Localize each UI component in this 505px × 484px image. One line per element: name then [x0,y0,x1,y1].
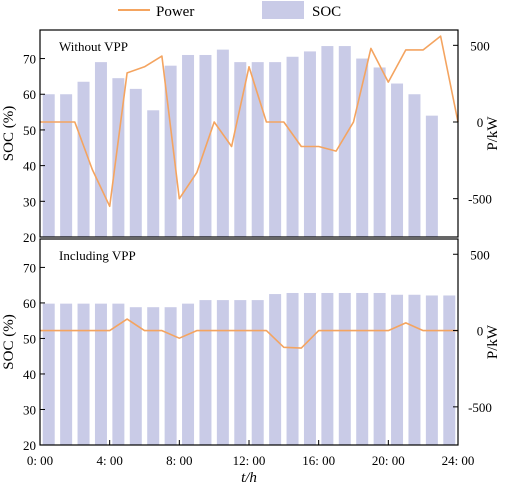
panel-without-vpp: 20 30 40 50 60 70 -500 0 500 SOC (%) P/kW Without V… [1,29,501,245]
soc-bar [391,83,404,237]
x-tick-label: 8: 00 [166,453,192,468]
soc-bar [60,94,73,237]
soc-axis-label: SOC (%) [1,106,17,161]
soc-bar [391,294,404,445]
power-tick-label: 0 [477,324,484,339]
panel-including-vpp: 20 30 40 50 60 70 -500 0 500 SOC (%) P/kW Including… [1,238,501,453]
soc-bar [286,292,299,445]
x-tick-label: 16: 00 [302,453,335,468]
soc-bar [164,307,177,445]
soc-bar [42,303,55,445]
soc-bar [234,62,247,237]
soc-bar [425,295,438,445]
soc-bar [303,292,316,445]
shared-x-axis: 0: 00 4: 00 8: 00 12: 00 16: 00 20: 00 24: 00 t… [27,440,475,484]
soc-tick-label: 50 [23,123,36,138]
legend-soc-label: SOC [312,4,341,20]
soc-bar [408,94,421,237]
legend-power-label: Power [156,4,194,20]
soc-bar [147,307,160,445]
soc-bar [77,303,90,445]
soc-tick-label: 40 [23,159,36,174]
panel-title: Including VPP [59,248,136,263]
power-tick-label: 500 [470,38,490,53]
power-axis-label: P/kW [485,324,501,359]
power-tick-label: 500 [470,247,490,262]
power-tick-label: -500 [468,400,492,415]
soc-bar [373,67,386,237]
legend-soc-swatch [262,1,304,19]
power-line [40,318,458,349]
soc-bar [443,295,456,445]
soc-bar [356,58,369,237]
soc-tick-label: 60 [23,296,36,311]
soc-bar [147,110,160,237]
soc-axis-label: SOC (%) [1,314,17,369]
soc-bar [321,292,334,445]
soc-tick-label: 20 [23,230,36,245]
soc-bar [129,88,142,237]
soc-tick-label: 70 [23,52,36,67]
soc-bar [77,81,90,237]
power-line [40,35,459,208]
soc-bar [251,300,264,445]
soc-tick-label: 60 [23,87,36,102]
soc-bar [94,62,107,237]
soc-bar [216,49,229,238]
soc-bar [338,292,351,445]
x-tick-label: 0: 00 [27,453,53,468]
soc-tick-label: 50 [23,331,36,346]
x-tick-label: 12: 00 [233,453,266,468]
soc-bar [425,115,438,237]
power-tick-label: -500 [468,192,492,207]
soc-tick-label: 30 [23,194,36,209]
soc-bar [269,294,282,445]
soc-bar [112,303,125,445]
soc-bar [286,56,299,237]
x-axis-label: t/h [241,470,257,484]
soc-tick-label: 70 [23,260,36,275]
soc-bar [234,300,247,445]
soc-bar [373,292,386,445]
x-tick-label: 20: 00 [372,453,405,468]
soc-bar [338,46,351,237]
x-tick-label: 4: 00 [96,453,122,468]
soc-bar [303,51,316,238]
soc-bar [251,62,264,237]
soc-bar [356,292,369,445]
soc-tick-label: 20 [23,438,36,453]
x-tick-label: 24: 00 [442,453,475,468]
soc-bar [216,300,229,445]
soc-bar [129,307,142,445]
soc-tick-label: 40 [23,367,36,382]
power-axis-label: P/kW [485,116,501,151]
soc-bar [182,303,195,445]
soc-bar [269,62,282,237]
soc-bar [321,46,334,237]
soc-bar [42,94,55,237]
soc-bar [60,303,73,445]
panel-title: Without VPP [59,39,128,54]
soc-bar [94,303,107,445]
soc-bar [408,294,421,445]
soc-tick-label: 30 [23,402,36,417]
soc-bar [182,54,195,237]
legend: Power SOC [118,1,341,20]
plot-frame [39,29,459,238]
power-tick-label: 0 [477,115,484,130]
soc-bar [199,300,212,445]
